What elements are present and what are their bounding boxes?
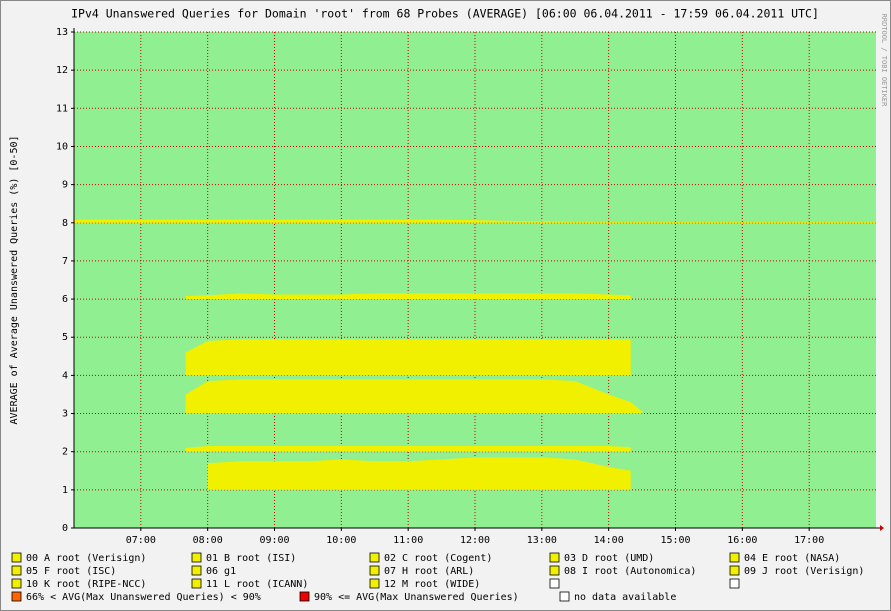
legend-swatch [729,565,740,576]
y-tick-label: 11 [56,103,68,114]
legend-swatch [549,565,560,576]
legend-label: 10 K root (RIPE-NCC) [26,579,146,590]
legend-swatch [11,578,22,589]
y-tick-label: 5 [62,332,68,343]
x-tick-label: 14:00 [594,535,624,546]
area [185,445,631,452]
x-tick-label: 13:00 [527,535,557,546]
x-tick-label: 17:00 [794,535,824,546]
area [185,379,643,414]
y-axis-label: AVERAGE of Average Unanswered Queries (%… [9,136,20,425]
x-tick-label: 16:00 [727,535,757,546]
area [185,339,631,376]
x-tick-label: 08:00 [193,535,223,546]
legend-label: 08 I root (Autonomica) [564,566,696,577]
y-tick-label: 2 [62,447,68,458]
threshold-swatch [559,591,570,602]
x-tick-label: 07:00 [126,535,156,546]
y-tick-label: 1 [62,485,68,496]
y-tick-label: 4 [62,370,68,381]
threshold-label: 90% <= AVG(Max Unanswered Queries) [314,592,519,603]
threshold-label: 66% < AVG(Max Unanswered Queries) < 90% [26,592,261,603]
y-tick-label: 13 [56,27,68,38]
threshold-label: no data available [574,592,676,603]
legend-label: 07 H root (ARL) [384,566,474,577]
legend-swatch [191,552,202,563]
legend-label: 04 E root (NASA) [744,553,840,564]
x-arrow [880,525,884,531]
legend-label: 11 L root (ICANN) [206,579,308,590]
x-tick-label: 11:00 [393,535,423,546]
legend-label: 09 J root (Verisign) [744,566,864,577]
legend-swatch [369,552,380,563]
legend-label: 03 D root (UMD) [564,553,654,564]
x-tick-label: 10:00 [326,535,356,546]
y-tick-label: 0 [62,523,68,534]
y-tick-label: 6 [62,294,68,305]
chart-title: IPv4 Unanswered Queries for Domain 'root… [71,7,819,21]
threshold-swatch [299,591,310,602]
legend-label: 02 C root (Cogent) [384,553,492,564]
y-tick-label: 10 [56,141,68,152]
legend-label: 12 M root (WIDE) [384,579,480,590]
area [207,457,631,490]
y-tick-label: 12 [56,65,68,76]
x-tick-label: 15:00 [660,535,690,546]
area [74,219,876,223]
legend-swatch [191,565,202,576]
plot-area [74,32,876,528]
y-tick-label: 3 [62,409,68,420]
threshold-swatch [11,591,22,602]
legend-swatch [369,565,380,576]
y-tick-label: 8 [62,218,68,229]
x-tick-label: 12:00 [460,535,490,546]
legend-swatch [369,578,380,589]
legend-swatch [549,552,560,563]
legend-swatch [191,578,202,589]
legend-swatch [11,552,22,563]
area [185,293,631,300]
legend-label: 01 B root (ISI) [206,553,296,564]
legend-swatch [729,552,740,563]
y-tick-label: 7 [62,256,68,267]
legend-swatch [729,578,740,589]
legend-label: 06 g1 [206,566,236,577]
y-tick-label: 9 [62,180,68,191]
legend-label: 05 F root (ISC) [26,566,116,577]
legend-label: 00 A root (Verisign) [26,553,146,564]
legend-swatch [11,565,22,576]
x-tick-label: 09:00 [259,535,289,546]
legend-swatch [549,578,560,589]
watermark: RRDTOOL / TOBI OETIKER [880,14,888,108]
